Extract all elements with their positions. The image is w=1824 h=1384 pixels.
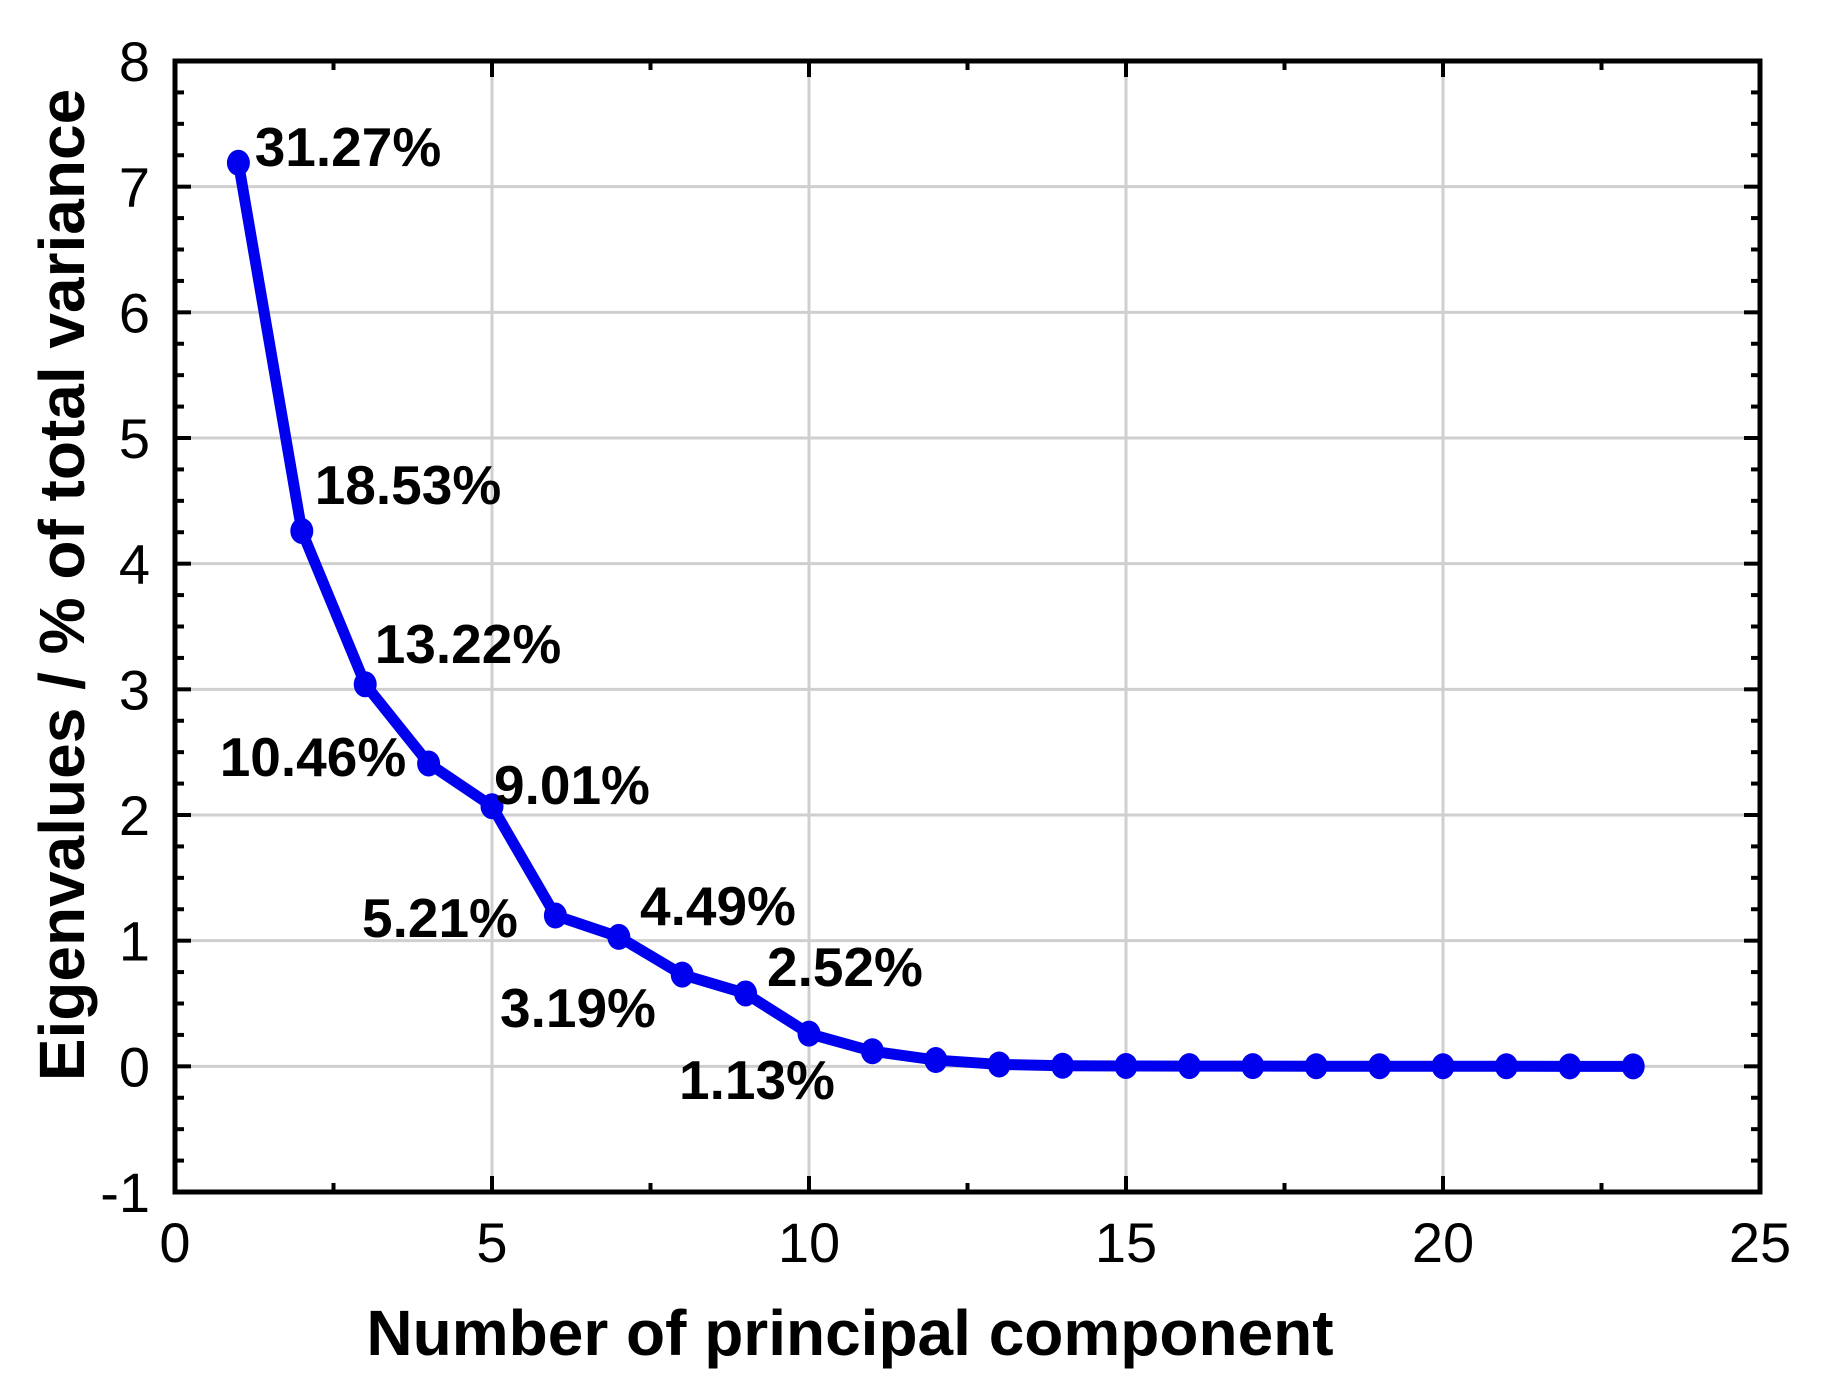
x-tick-label: 0 (159, 1211, 190, 1274)
y-axis-title: Eigenvalues / % of total variance (26, 89, 98, 1081)
data-point-marker (417, 750, 441, 777)
y-tick-label: 0 (119, 1035, 150, 1098)
data-point-marker (1304, 1053, 1328, 1080)
data-point-marker (1241, 1053, 1265, 1080)
y-tick-label: 7 (119, 156, 150, 219)
point-percentage-label: 5.21% (362, 887, 518, 949)
data-point-marker (226, 149, 250, 176)
data-point-marker (353, 671, 377, 698)
y-tick-label: 2 (119, 784, 150, 847)
data-point-marker (860, 1038, 884, 1065)
y-tick-label: 8 (119, 30, 150, 93)
data-point-marker (290, 517, 314, 544)
data-point-marker (1114, 1052, 1138, 1079)
data-point-marker (797, 1020, 821, 1047)
eigenvalue-series (226, 149, 1645, 1080)
y-tick-label: 6 (119, 281, 150, 344)
data-point-marker (1621, 1053, 1645, 1080)
point-percentage-label: 13.22% (375, 613, 562, 675)
data-point-marker (543, 902, 567, 929)
point-percentage-label: 31.27% (255, 116, 442, 178)
data-point-marker (607, 923, 631, 950)
data-point-marker (1431, 1053, 1455, 1080)
tick-marks (173, 59, 1762, 1194)
point-percentage-label: 2.52% (767, 936, 923, 998)
data-point-marker (670, 961, 694, 988)
y-tick-label: -1 (100, 1161, 150, 1224)
point-percentage-label: 18.53% (315, 454, 502, 516)
data-point-marker (1368, 1053, 1392, 1080)
x-tick-label: 10 (778, 1211, 840, 1274)
y-tick-label: 4 (119, 533, 150, 596)
x-tick-label: 5 (476, 1211, 507, 1274)
point-percentage-label: 3.19% (500, 977, 656, 1039)
data-point-marker (1494, 1053, 1518, 1080)
x-tick-label: 15 (1095, 1211, 1157, 1274)
data-point-marker (480, 793, 504, 820)
y-tick-label: 5 (119, 407, 150, 470)
point-percentage-label: 9.01% (494, 754, 650, 816)
data-point-marker (734, 980, 758, 1007)
point-percentage-label: 4.49% (640, 875, 796, 937)
x-tick-label: 20 (1412, 1211, 1474, 1274)
y-tick-label: 3 (119, 658, 150, 721)
data-point-marker (1051, 1052, 1075, 1079)
data-point-marker (1177, 1053, 1201, 1080)
data-point-marker (924, 1047, 948, 1074)
point-percentage-label: 10.46% (220, 726, 407, 788)
y-tick-label: 1 (119, 910, 150, 973)
point-labels: 31.27% 18.53% 13.22% 10.46% 9.01% 5.21% 4.49% 3… (220, 116, 923, 1111)
x-tick-label: 25 (1729, 1211, 1791, 1274)
data-point-marker (1558, 1053, 1582, 1080)
point-percentage-label: 1.13% (679, 1049, 835, 1111)
data-point-marker (987, 1051, 1011, 1078)
x-axis-title: Number of principal component (366, 1297, 1333, 1369)
